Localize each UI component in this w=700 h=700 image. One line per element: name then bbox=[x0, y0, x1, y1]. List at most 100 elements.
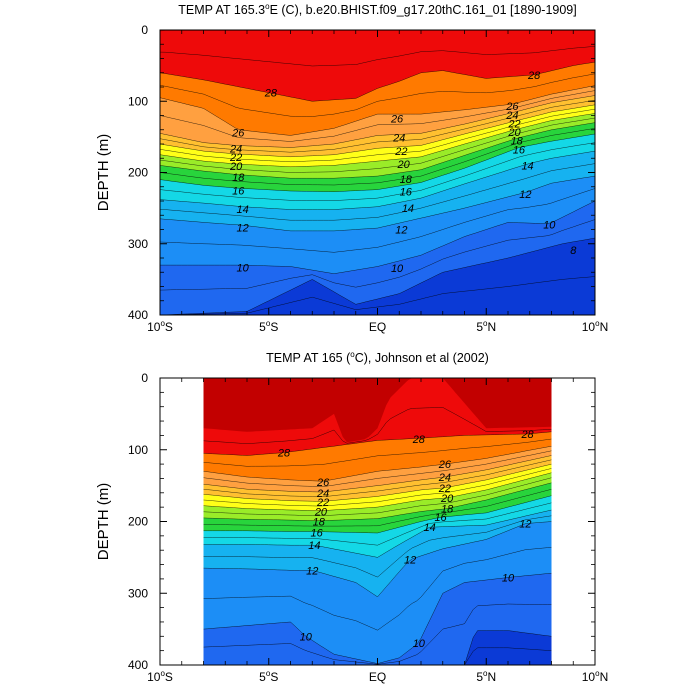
contour-label: 10 bbox=[543, 220, 556, 232]
contour-line bbox=[203, 502, 552, 546]
x-tick-label: 10oN bbox=[582, 669, 608, 684]
contour-line bbox=[203, 547, 552, 631]
contour-label: 28 bbox=[264, 88, 278, 100]
contour-label: 24 bbox=[316, 488, 329, 500]
contour-label: 22 bbox=[438, 483, 451, 495]
y-tick-label: 0 bbox=[141, 371, 148, 385]
contour-label: 12 bbox=[404, 555, 416, 567]
contour-label: 28 bbox=[527, 70, 541, 82]
contour-label: 26 bbox=[316, 477, 330, 489]
y-tick-label: 100 bbox=[128, 94, 148, 108]
contour-label: 18 bbox=[511, 135, 524, 147]
contour-label: 26 bbox=[231, 128, 245, 140]
contour-line bbox=[160, 200, 595, 274]
x-tick-label: 10oS bbox=[147, 669, 173, 684]
x-tick-label: EQ bbox=[369, 320, 386, 334]
contour-line bbox=[160, 85, 595, 136]
contour-line bbox=[203, 445, 552, 482]
contour-line bbox=[160, 133, 595, 192]
contour-line bbox=[160, 117, 595, 173]
contour-line bbox=[160, 113, 595, 168]
x-tick-label: EQ bbox=[369, 670, 386, 684]
contour-line bbox=[203, 463, 552, 502]
contour-label: 26 bbox=[438, 459, 452, 471]
contour-line bbox=[160, 276, 595, 315]
contour-line bbox=[203, 647, 552, 665]
contour-label: 12 bbox=[395, 225, 407, 237]
contour-label: 26 bbox=[390, 113, 404, 125]
contour-label: 18 bbox=[400, 174, 413, 186]
contour-line bbox=[160, 163, 595, 221]
contour-label: 18 bbox=[232, 172, 245, 184]
contour-line bbox=[160, 142, 595, 201]
contour-label: 16 bbox=[434, 512, 447, 524]
contour-label: 14 bbox=[521, 160, 533, 172]
contour-line bbox=[160, 128, 595, 186]
contour-label: 16 bbox=[513, 145, 526, 157]
contour-line bbox=[203, 515, 552, 578]
contour-line bbox=[203, 630, 552, 665]
contour-line bbox=[160, 99, 595, 153]
contour-label: 10 bbox=[391, 263, 404, 275]
y-tick-label: 0 bbox=[141, 23, 148, 37]
x-tick-label: 5oS bbox=[259, 319, 278, 334]
contour-line bbox=[203, 455, 552, 493]
band-below-8 bbox=[160, 238, 595, 315]
contour-label: 24 bbox=[505, 110, 518, 122]
x-tick-label: 5oN bbox=[476, 319, 496, 334]
x-tick-label: 5oN bbox=[476, 669, 496, 684]
contour-label: 12 bbox=[519, 519, 531, 531]
contour-label: 28 bbox=[412, 434, 426, 446]
contour-label: 28 bbox=[277, 448, 291, 460]
y-axis-label: DEPTH (m) bbox=[95, 134, 112, 212]
contour-line bbox=[160, 237, 595, 315]
contour-line bbox=[203, 431, 552, 456]
contour-label: 22 bbox=[507, 118, 520, 130]
contour-line bbox=[203, 459, 552, 497]
contour-label: 18 bbox=[441, 504, 454, 516]
contour-line bbox=[160, 104, 595, 158]
contour-line bbox=[160, 95, 595, 148]
contour-line bbox=[160, 122, 595, 179]
contour-label: 20 bbox=[314, 506, 328, 518]
contour-line bbox=[160, 175, 595, 232]
y-tick-label: 100 bbox=[128, 443, 148, 457]
contour-line bbox=[160, 90, 595, 142]
contour-line bbox=[160, 219, 595, 291]
chart-title: TEMP AT 165 (oC), Johnson et al (2002) bbox=[266, 350, 489, 365]
contour-label: 24 bbox=[438, 472, 451, 484]
contour-label: 20 bbox=[396, 159, 410, 171]
contour-label: 22 bbox=[394, 146, 407, 158]
contour-label: 8 bbox=[570, 245, 577, 257]
contour-label: 10 bbox=[502, 572, 515, 584]
y-tick-label: 300 bbox=[128, 237, 148, 251]
contour-line bbox=[203, 477, 552, 516]
contour-line bbox=[203, 482, 552, 521]
contour-label: 10 bbox=[300, 631, 313, 643]
contour-label: 20 bbox=[507, 127, 521, 139]
y-tick-label: 200 bbox=[128, 166, 148, 180]
x-tick-label: 10oS bbox=[147, 319, 173, 334]
contour-line bbox=[203, 521, 552, 598]
y-axis-label: DEPTH (m) bbox=[95, 483, 112, 561]
contour-line bbox=[160, 188, 595, 253]
contour-label: 14 bbox=[402, 203, 414, 215]
contour-line bbox=[203, 472, 552, 511]
contour-line bbox=[203, 468, 552, 507]
contour-line bbox=[203, 509, 552, 558]
contour-label: 22 bbox=[316, 497, 329, 509]
contour-line bbox=[160, 150, 595, 210]
x-tick-label: 5oS bbox=[259, 669, 278, 684]
contour-line bbox=[160, 73, 595, 117]
contour-line bbox=[203, 407, 552, 444]
contour-label: 12 bbox=[237, 222, 249, 234]
contour-line bbox=[203, 438, 552, 467]
contour-label: 24 bbox=[229, 143, 242, 155]
contour-label: 20 bbox=[440, 493, 454, 505]
contour-fill-group bbox=[203, 378, 552, 665]
x-tick-label: 10oN bbox=[582, 319, 608, 334]
panel-1: 2828262624222018161412108262422201816141… bbox=[95, 2, 608, 334]
contour-line bbox=[203, 488, 552, 527]
